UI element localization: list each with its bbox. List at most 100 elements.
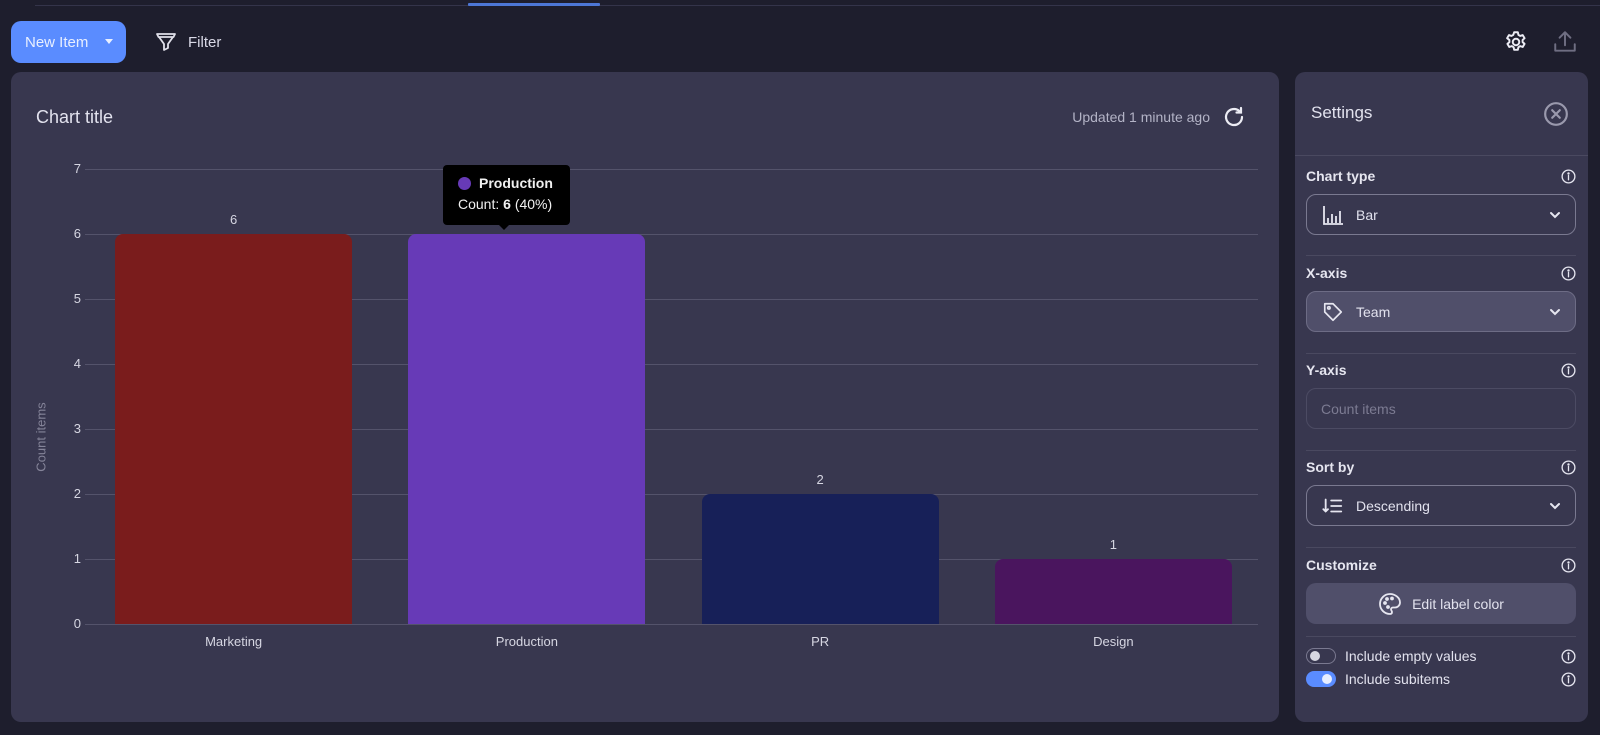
filter-label: Filter xyxy=(188,33,222,51)
toggle-knob xyxy=(1310,651,1320,661)
export-button[interactable] xyxy=(1552,29,1578,55)
settings-button[interactable] xyxy=(1503,29,1529,55)
x-axis-select[interactable]: Team xyxy=(1306,291,1576,332)
gear-icon xyxy=(1506,31,1526,51)
info-icon[interactable] xyxy=(1561,672,1576,687)
new-item-label: New Item xyxy=(25,33,89,51)
dropdown-caret-icon[interactable] xyxy=(105,39,113,44)
customize-label: Customize xyxy=(1306,557,1377,573)
settings-panel: Settings Chart type Bar X-axis Team Y-ax… xyxy=(1295,72,1588,722)
include-subitems-row: Include subitems xyxy=(1306,670,1576,688)
gridline xyxy=(85,234,1258,235)
filter-button[interactable]: Filter xyxy=(154,27,221,57)
bar-marketing[interactable] xyxy=(115,234,353,624)
info-icon[interactable] xyxy=(1561,649,1576,664)
info-icon[interactable] xyxy=(1561,169,1576,184)
x-tick-label: PR xyxy=(811,634,830,649)
y-tick: 6 xyxy=(73,226,81,241)
upload-icon xyxy=(1554,31,1576,52)
sort-by-value: Descending xyxy=(1356,497,1430,514)
divider xyxy=(1306,450,1576,451)
x-axis-value: Team xyxy=(1356,303,1391,320)
filter-funnel-icon xyxy=(156,33,176,51)
sort-by-select[interactable]: Descending xyxy=(1306,485,1576,526)
tooltip-count-pct: (40%) xyxy=(510,196,553,212)
toggle-knob xyxy=(1322,674,1332,684)
tag-icon xyxy=(1323,302,1343,321)
edit-label-color-button[interactable]: Edit label color xyxy=(1306,583,1576,624)
tooltip-series: Production xyxy=(479,175,553,191)
bar-tooltip: Production Count: 6 (40%) xyxy=(443,165,570,230)
y-tick: 4 xyxy=(73,356,81,371)
gridline xyxy=(85,299,1258,300)
bar-plot: 7 6 5 4 3 2 1 0 6 Marketing 6 Production 2 PR… xyxy=(74,161,1258,649)
y-axis-setting-label: Y-axis xyxy=(1306,362,1347,378)
x-axis-label: X-axis xyxy=(1306,265,1348,281)
chart-card: Chart title Updated 1 minute ago Count i… xyxy=(11,72,1279,722)
x-axis-section: X-axis Team xyxy=(1306,265,1576,335)
chart-type-label: Chart type xyxy=(1306,168,1376,184)
bar-value-label: 2 xyxy=(816,472,824,487)
include-empty-values-label: Include empty values xyxy=(1345,648,1477,664)
top-divider xyxy=(35,5,1600,6)
gridline xyxy=(85,624,1258,625)
x-tick-label: Production xyxy=(495,634,558,649)
info-icon[interactable] xyxy=(1561,460,1576,475)
bar-production[interactable] xyxy=(408,234,646,624)
close-settings-button[interactable] xyxy=(1543,101,1569,127)
chart-type-section: Chart type Bar xyxy=(1306,168,1576,238)
include-empty-values-toggle[interactable] xyxy=(1306,648,1336,664)
y-tick: 5 xyxy=(73,291,81,306)
sort-by-section: Sort by Descending xyxy=(1306,459,1576,529)
new-item-button[interactable]: New Item xyxy=(11,21,126,63)
edit-label-color-label: Edit label color xyxy=(1412,595,1504,612)
sort-descending-icon xyxy=(1322,498,1343,513)
y-axis-input[interactable] xyxy=(1306,388,1576,429)
active-tab-indicator xyxy=(468,3,600,6)
y-tick: 0 xyxy=(73,616,81,631)
gridline xyxy=(85,169,1258,170)
chevron-down-icon xyxy=(1550,503,1560,510)
chevron-down-icon xyxy=(1550,309,1560,316)
sort-by-label: Sort by xyxy=(1306,459,1355,475)
info-icon[interactable] xyxy=(1561,363,1576,378)
include-subitems-label: Include subitems xyxy=(1345,671,1451,687)
refresh-button[interactable] xyxy=(1222,105,1246,129)
y-axis-label: Count items xyxy=(33,402,49,472)
bar-value-label: 6 xyxy=(230,212,238,227)
x-tick-label: Design xyxy=(1093,634,1134,649)
info-icon[interactable] xyxy=(1561,558,1576,573)
gridline xyxy=(85,494,1258,495)
gridline xyxy=(85,429,1258,430)
bar-pr[interactable] xyxy=(701,494,939,624)
customize-section: Customize Edit label color xyxy=(1306,557,1576,627)
close-circle-icon xyxy=(1544,102,1568,126)
gridline xyxy=(85,364,1258,365)
include-empty-values-row: Include empty values xyxy=(1306,647,1576,665)
divider xyxy=(1306,547,1576,548)
divider xyxy=(1306,636,1576,637)
y-tick: 1 xyxy=(73,551,81,566)
include-subitems-toggle[interactable] xyxy=(1306,671,1336,687)
bar-design[interactable] xyxy=(994,559,1232,624)
tooltip-count-value: 6 xyxy=(503,196,511,212)
y-tick: 2 xyxy=(73,486,81,501)
series-color-dot xyxy=(458,176,471,190)
y-tick: 3 xyxy=(73,421,81,436)
chevron-down-icon xyxy=(1550,212,1560,219)
bar-value-label: 1 xyxy=(1109,537,1117,552)
updated-timestamp: Updated 1 minute ago xyxy=(1072,109,1210,125)
chart-type-value: Bar xyxy=(1356,206,1378,223)
gridline xyxy=(85,559,1258,560)
info-icon[interactable] xyxy=(1561,266,1576,281)
x-tick-label: Marketing xyxy=(205,634,263,649)
divider xyxy=(1306,255,1576,256)
y-tick: 7 xyxy=(73,161,81,176)
refresh-icon xyxy=(1224,106,1244,127)
settings-title: Settings xyxy=(1311,103,1373,122)
divider xyxy=(1306,353,1576,354)
tooltip-count-prefix: Count: xyxy=(458,196,504,212)
chart-type-select[interactable]: Bar xyxy=(1306,194,1576,235)
palette-icon xyxy=(1379,592,1401,615)
divider xyxy=(1295,155,1588,156)
